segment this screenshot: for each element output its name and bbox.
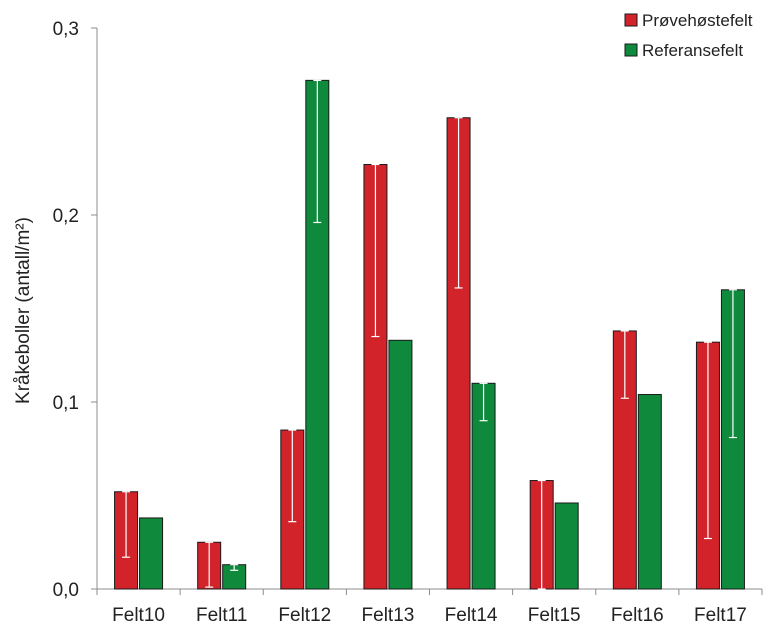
bar [388,339,413,590]
x-tick-label: Felt10 [112,605,165,626]
error-bars [122,79,737,590]
legend-swatch [624,43,638,57]
x-tick-label: Felt14 [445,605,498,626]
bar [637,394,662,590]
bar [554,502,579,590]
x-tick-label: Felt11 [196,605,247,626]
bars [114,79,745,590]
tick-labels: 0,0 0,1 0,2 0,3 Felt10 Felt11 Felt12 Felt13 Felt… [53,19,747,626]
y-tick-label: 0,3 [53,19,79,40]
legend: Prøvehøstefelt Referansefelt [624,11,753,60]
bar [139,517,164,590]
x-tick-label: Felt13 [362,605,415,626]
legend-label: Prøvehøstefelt [642,11,753,30]
legend-swatch [624,13,638,27]
y-tick-label: 0,2 [53,206,79,227]
legend-label: Referansefelt [642,41,743,60]
x-tick-label: Felt17 [694,605,747,626]
y-axis-title: Kråkeboller (antall/m²) [13,217,34,404]
y-tick-label: 0,1 [53,393,79,414]
x-tick-label: Felt15 [528,605,581,626]
x-tick-label: Felt12 [278,605,331,626]
y-tick-label: 0,0 [53,580,79,601]
x-tick-label: Felt16 [611,605,664,626]
